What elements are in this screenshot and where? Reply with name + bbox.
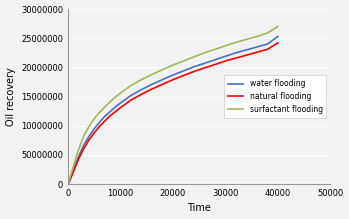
natural flooding (97, 125, 102, 128)
surfactant flooding (223, 44, 228, 47)
X-axis label: Time: Time (187, 203, 211, 214)
water flooding (76, 155, 81, 158)
surfactant flooding (97, 111, 102, 114)
water flooding (161, 78, 165, 81)
natural flooding (92, 131, 96, 134)
water flooding (265, 43, 269, 45)
surfactant flooding (181, 60, 186, 62)
natural flooding (66, 183, 70, 185)
surfactant flooding (71, 165, 75, 168)
natural flooding (181, 74, 186, 77)
Line: natural flooding: natural flooding (68, 43, 278, 184)
surfactant flooding (265, 32, 269, 34)
natural flooding (103, 120, 107, 122)
natural flooding (150, 88, 154, 90)
water flooding (87, 135, 91, 138)
natural flooding (74, 164, 78, 167)
surfactant flooding (103, 106, 107, 108)
natural flooding (113, 110, 117, 113)
natural flooding (69, 177, 73, 180)
natural flooding (213, 63, 217, 66)
Legend: water flooding, natural flooding, surfactant flooding: water flooding, natural flooding, surfac… (224, 75, 327, 118)
natural flooding (202, 67, 207, 69)
natural flooding (139, 93, 143, 95)
surfactant flooding (108, 101, 112, 103)
surfactant flooding (244, 38, 248, 41)
water flooding (234, 51, 238, 54)
water flooding (69, 176, 73, 178)
water flooding (276, 35, 280, 38)
natural flooding (129, 99, 133, 101)
surfactant flooding (118, 92, 122, 94)
natural flooding (192, 70, 196, 73)
surfactant flooding (171, 64, 175, 66)
surfactant flooding (192, 56, 196, 58)
water flooding (139, 88, 143, 91)
natural flooding (223, 60, 228, 62)
natural flooding (82, 147, 86, 150)
natural flooding (76, 158, 81, 160)
surfactant flooding (213, 48, 217, 51)
natural flooding (255, 51, 259, 53)
Line: water flooding: water flooding (68, 37, 278, 184)
natural flooding (171, 78, 175, 81)
surfactant flooding (129, 84, 133, 87)
surfactant flooding (82, 134, 86, 137)
surfactant flooding (276, 25, 280, 28)
water flooding (255, 46, 259, 48)
Line: surfactant flooding: surfactant flooding (68, 26, 278, 184)
natural flooding (108, 115, 112, 117)
water flooding (113, 106, 117, 108)
surfactant flooding (92, 117, 96, 120)
surfactant flooding (161, 68, 165, 71)
surfactant flooding (255, 35, 259, 38)
surfactant flooding (139, 78, 143, 81)
water flooding (108, 110, 112, 113)
natural flooding (234, 57, 238, 59)
natural flooding (276, 42, 280, 44)
natural flooding (118, 106, 122, 109)
water flooding (118, 102, 122, 104)
water flooding (66, 183, 70, 185)
water flooding (103, 115, 107, 118)
surfactant flooding (87, 125, 91, 128)
water flooding (97, 121, 102, 124)
natural flooding (265, 48, 269, 51)
water flooding (213, 58, 217, 61)
water flooding (192, 65, 196, 68)
water flooding (74, 162, 78, 164)
surfactant flooding (202, 51, 207, 54)
natural flooding (71, 170, 75, 173)
water flooding (223, 55, 228, 58)
natural flooding (161, 83, 165, 86)
water flooding (129, 94, 133, 97)
water flooding (150, 83, 154, 86)
Y-axis label: Oil recovery: Oil recovery (6, 67, 16, 126)
water flooding (181, 70, 186, 72)
water flooding (202, 62, 207, 65)
surfactant flooding (76, 148, 81, 151)
water flooding (171, 74, 175, 76)
surfactant flooding (69, 174, 73, 177)
natural flooding (87, 138, 91, 141)
water flooding (71, 169, 75, 171)
surfactant flooding (113, 96, 117, 98)
surfactant flooding (74, 156, 78, 159)
surfactant flooding (150, 73, 154, 76)
natural flooding (244, 54, 248, 57)
water flooding (82, 144, 86, 146)
water flooding (92, 127, 96, 130)
surfactant flooding (66, 183, 70, 185)
surfactant flooding (234, 41, 238, 44)
water flooding (244, 49, 248, 51)
